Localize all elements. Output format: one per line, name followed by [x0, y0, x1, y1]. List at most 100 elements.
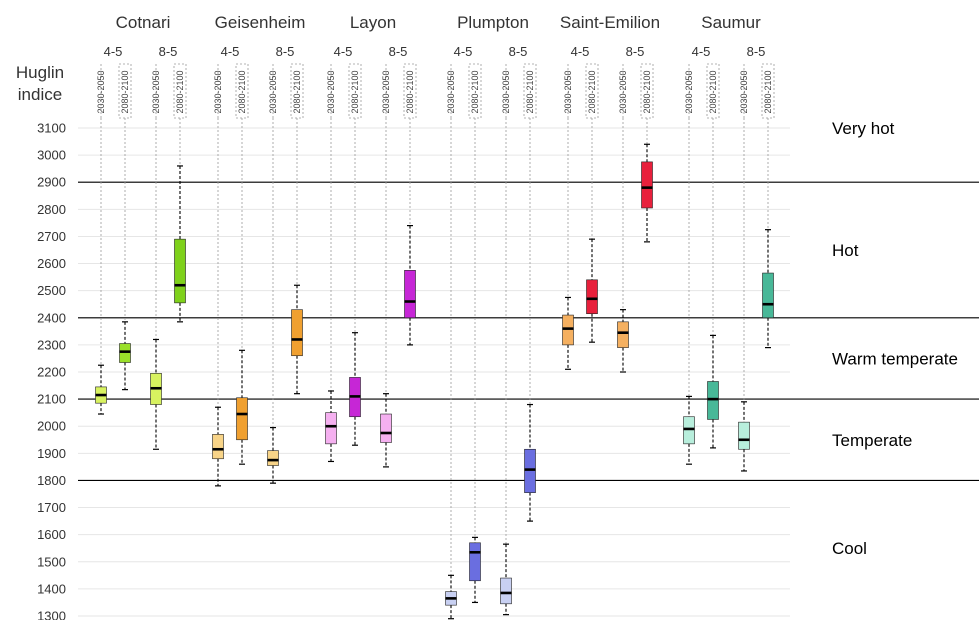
scenario-label: 8-5 — [747, 44, 766, 59]
period-label: 2030-2050 — [446, 70, 456, 113]
box — [707, 381, 719, 420]
y-tick-label: 1900 — [37, 446, 66, 461]
period-label: 2030-2050 — [381, 70, 391, 113]
climate-class-label: Warm temperate — [832, 349, 958, 368]
box — [738, 421, 750, 450]
box — [174, 238, 186, 304]
site-label: Geisenheim — [215, 13, 306, 32]
period-label-frame — [468, 63, 482, 119]
y-tick-label: 2900 — [37, 175, 66, 190]
site-label: Layon — [350, 13, 396, 32]
period-label: 2030-2050 — [618, 70, 628, 113]
box — [524, 448, 536, 493]
box — [641, 161, 653, 209]
site-label: Cotnari — [116, 13, 171, 32]
y-tick-label: 1500 — [37, 554, 66, 569]
scenario-label: 8-5 — [389, 44, 408, 59]
climate-class-label: Temperate — [832, 431, 912, 450]
period-label-frame — [640, 63, 654, 119]
y-tick-label: 2000 — [37, 419, 66, 434]
period-label: 2030-2050 — [268, 70, 278, 113]
box — [236, 397, 248, 441]
period-label: 2080-2100 — [525, 70, 535, 113]
period-label: 2030-2050 — [684, 70, 694, 113]
box — [380, 413, 392, 443]
scenario-label: 8-5 — [509, 44, 528, 59]
y-tick-label: 2800 — [37, 202, 66, 217]
period-label-frame — [235, 63, 249, 119]
box — [119, 343, 131, 363]
y-tick-label: 1600 — [37, 527, 66, 542]
period-label: 2080-2100 — [292, 70, 302, 113]
site-label: Plumpton — [457, 13, 529, 32]
scenario-label: 4-5 — [104, 44, 123, 59]
box — [212, 434, 224, 460]
y-axis-label: Huglin — [16, 63, 64, 82]
period-label: 2030-2050 — [326, 70, 336, 113]
scenario-label: 4-5 — [454, 44, 473, 59]
column-guides — [100, 63, 775, 576]
box — [267, 450, 279, 466]
period-label: 2030-2050 — [151, 70, 161, 113]
y-tick-label: 2300 — [37, 337, 66, 352]
scenario-label: 4-5 — [571, 44, 590, 59]
period-label-frame — [348, 63, 362, 119]
period-label-frame — [761, 63, 775, 119]
climate-class-label: Hot — [832, 241, 859, 260]
period-label-frame — [173, 63, 187, 119]
y-tick-label: 2400 — [37, 310, 66, 325]
period-label: 2080-2100 — [708, 70, 718, 113]
box — [404, 270, 416, 319]
period-label: 2080-2100 — [120, 70, 130, 113]
period-label: 2080-2100 — [642, 70, 652, 113]
y-tick-label: 2100 — [37, 392, 66, 407]
climate-class-label: Cool — [832, 539, 867, 558]
scenario-label: 4-5 — [334, 44, 353, 59]
period-label: 2030-2050 — [213, 70, 223, 113]
period-label-frame — [403, 63, 417, 119]
period-label-frame — [290, 63, 304, 119]
period-label: 2030-2050 — [739, 70, 749, 113]
box — [500, 577, 512, 605]
period-label: 2080-2100 — [175, 70, 185, 113]
scenario-label: 4-5 — [692, 44, 711, 59]
box — [683, 416, 695, 445]
scenario-label: 8-5 — [626, 44, 645, 59]
climate-class-label: Very hot — [832, 119, 895, 138]
period-label: 2080-2100 — [763, 70, 773, 113]
site-label: Saumur — [701, 13, 761, 32]
y-tick-label: 3000 — [37, 148, 66, 163]
box — [325, 412, 337, 445]
y-tick-label: 1800 — [37, 473, 66, 488]
boxes — [95, 143, 774, 620]
scenario-label: 8-5 — [276, 44, 295, 59]
box — [586, 279, 598, 315]
box — [562, 314, 574, 346]
period-label-frame — [118, 63, 132, 119]
y-tick-label: 2200 — [37, 365, 66, 380]
y-tick-label: 1300 — [37, 609, 66, 620]
site-label: Saint-Emilion — [560, 13, 660, 32]
period-label: 2080-2100 — [350, 70, 360, 113]
y-tick-label: 1700 — [37, 500, 66, 515]
labels: 1300 1400 1500 1600 1700 1800 1900 2000 2100 2200… — [16, 13, 958, 620]
y-tick-label: 3100 — [37, 121, 66, 136]
gridlines — [78, 127, 790, 617]
box — [291, 309, 303, 357]
period-label: 2080-2100 — [470, 70, 480, 113]
period-label: 2080-2100 — [237, 70, 247, 113]
period-label: 2030-2050 — [563, 70, 573, 113]
period-label-frame — [585, 63, 599, 119]
box — [762, 272, 774, 319]
period-label-frame — [706, 63, 720, 119]
box — [617, 321, 629, 348]
scenario-label: 8-5 — [159, 44, 178, 59]
y-axis-label: indice — [18, 85, 62, 104]
box — [469, 542, 481, 582]
y-tick-label: 2700 — [37, 229, 66, 244]
scenario-label: 4-5 — [221, 44, 240, 59]
period-label: 2030-2050 — [96, 70, 106, 113]
period-label: 2080-2100 — [587, 70, 597, 113]
period-label: 2030-2050 — [501, 70, 511, 113]
